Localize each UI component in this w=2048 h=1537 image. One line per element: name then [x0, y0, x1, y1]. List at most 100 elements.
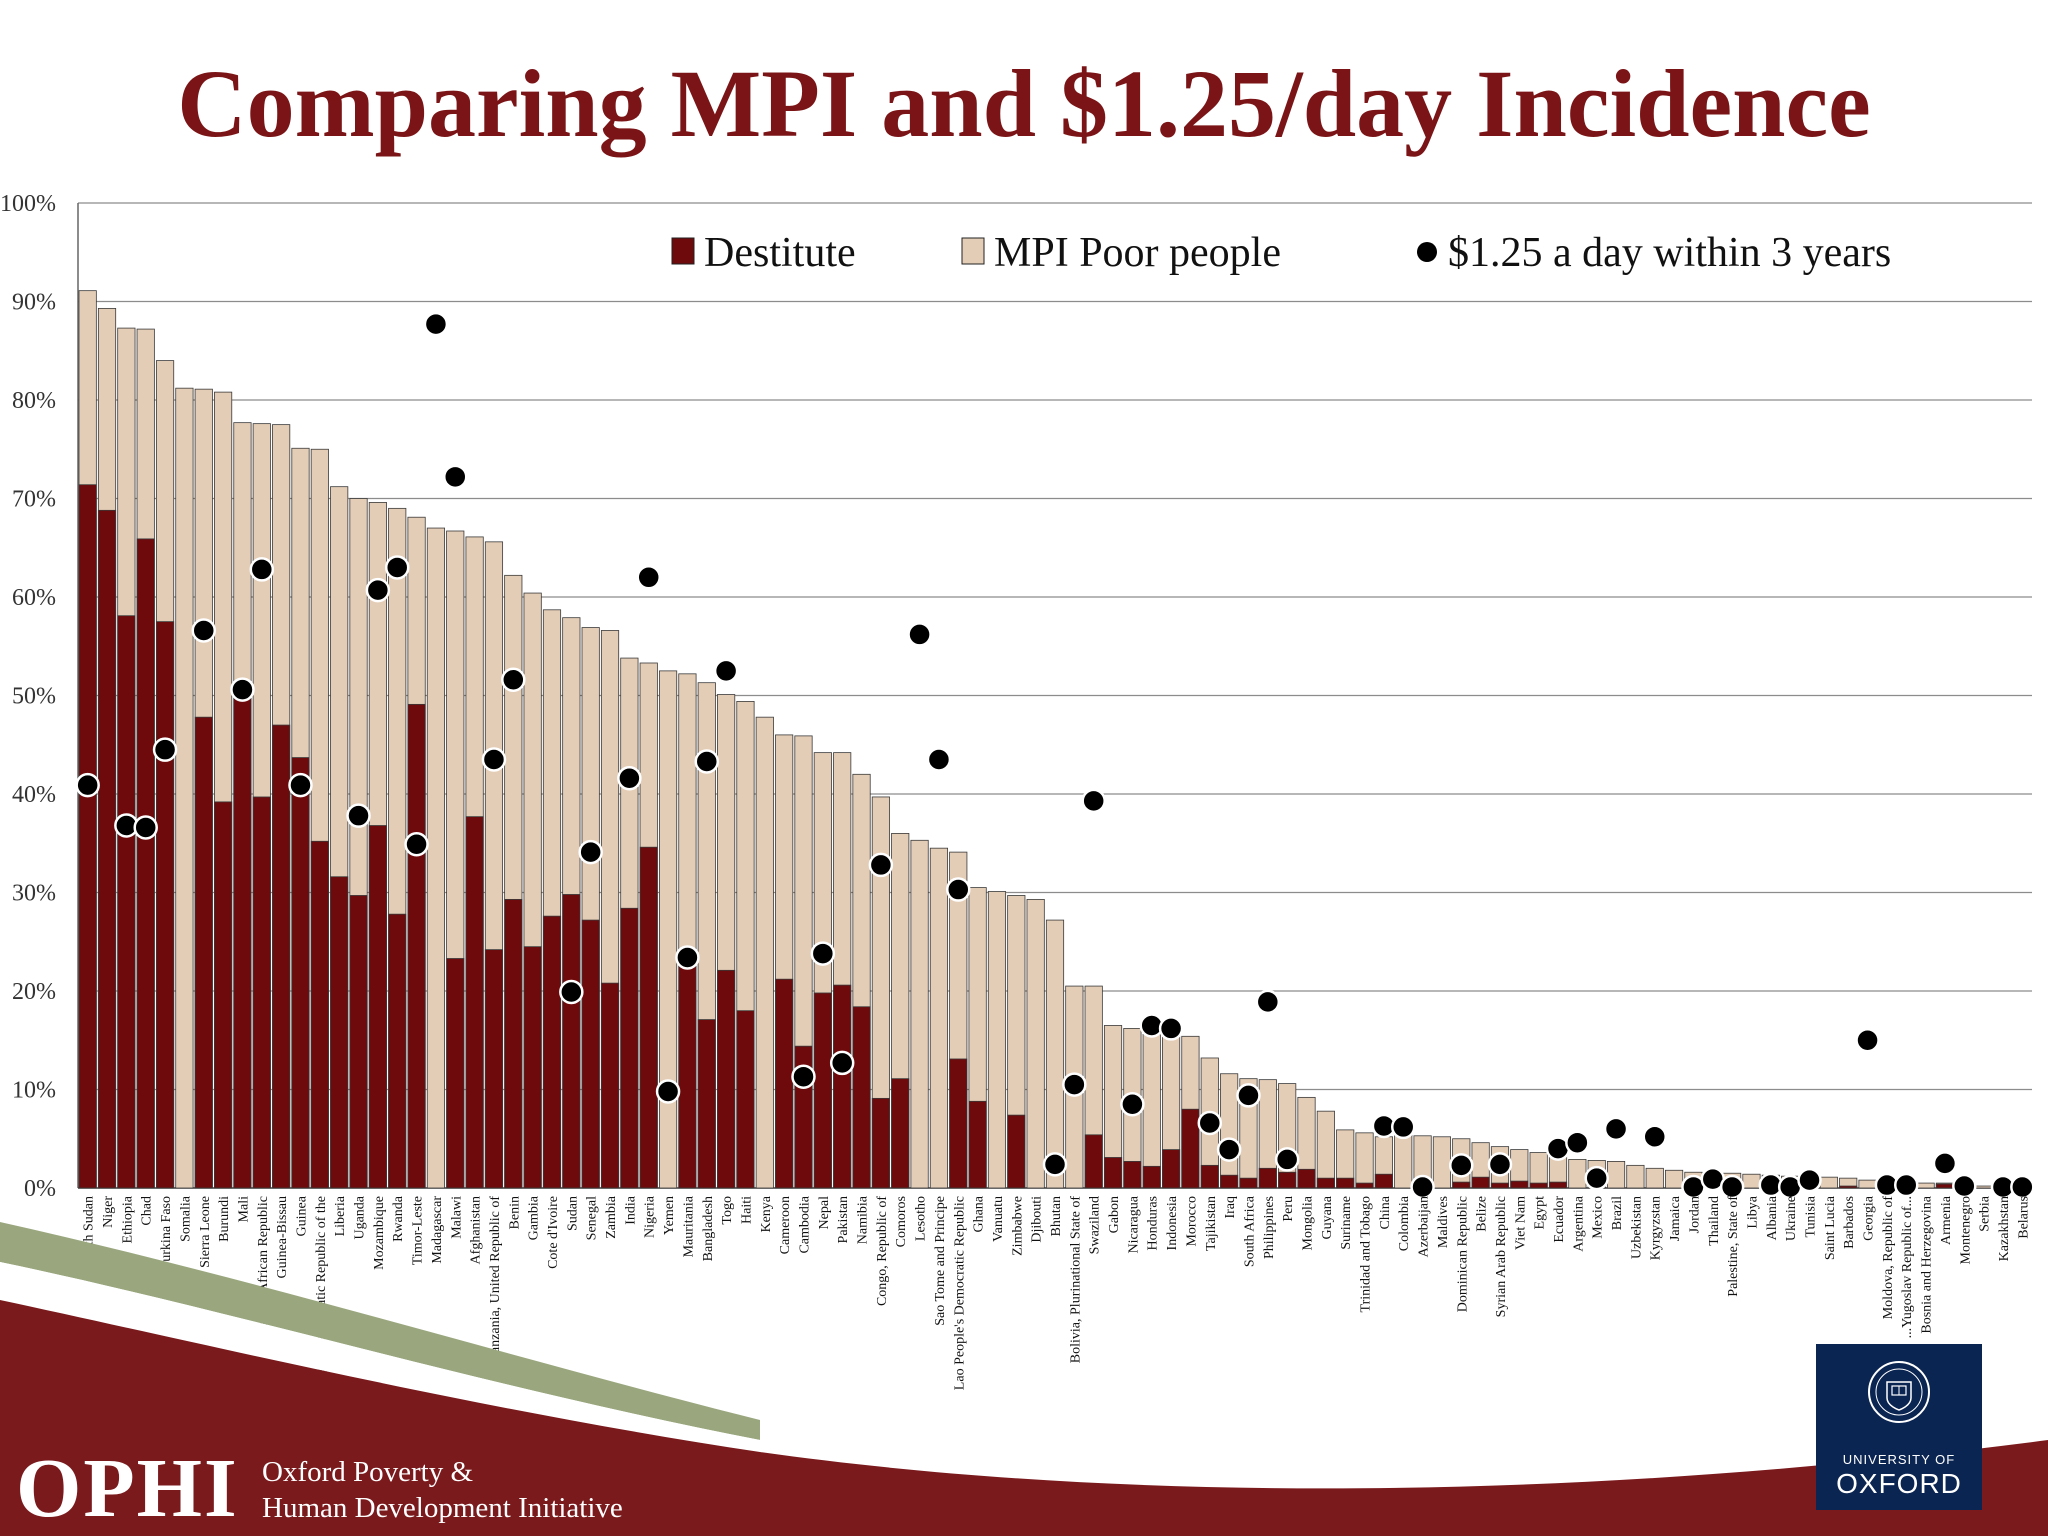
mpi-poor-bar [1045, 919, 1065, 1189]
country-label: Albania [1765, 1195, 1780, 1240]
country-label: Comoros [894, 1196, 909, 1247]
country-label: Argentina [1571, 1195, 1586, 1252]
dollar-a-day-marker [617, 765, 642, 791]
dollar-a-day-marker [1565, 1130, 1590, 1155]
mpi-poor-bar [910, 839, 929, 1189]
mpi-poor-bar [929, 847, 948, 1189]
mpi-poor-bar [1355, 1132, 1374, 1189]
country-label: Madagascar [430, 1196, 445, 1264]
country-label: Bangladesh [701, 1196, 716, 1261]
country-label: Indonesia [1165, 1195, 1180, 1250]
destitute-bar [1239, 1177, 1258, 1189]
destitute-bar [136, 538, 155, 1189]
destitute-bar [678, 956, 697, 1189]
country-label: Chad [140, 1196, 155, 1226]
country-label: Bhutan [1049, 1196, 1064, 1236]
ophi-name-line2: Human Development Initiative [262, 1492, 623, 1524]
destitute-bar [214, 801, 233, 1189]
destitute-bar [1278, 1171, 1297, 1189]
country-label: Namibia [856, 1195, 871, 1244]
country-label: Vanuatu [991, 1196, 1006, 1242]
legend-label: $1.25 a day within 3 years [1448, 230, 1891, 276]
country-label: Sudan [565, 1196, 580, 1231]
destitute-bar [1839, 1185, 1858, 1189]
destitute-bar [1490, 1182, 1510, 1189]
destitute-bar [562, 894, 581, 1189]
country-label: Ethiopia [120, 1195, 135, 1243]
legend-swatch [961, 237, 985, 265]
country-label: Timor-Leste [411, 1196, 426, 1265]
dollar-a-day-marker [926, 747, 952, 772]
country-label: Honduras [1146, 1196, 1161, 1250]
country-label: Liberia [333, 1195, 348, 1236]
country-label: Swaziland [1088, 1196, 1103, 1254]
country-label: Afghanistan [469, 1196, 484, 1264]
mpi-poor-bar [1606, 1161, 1626, 1189]
country-label: Nepal [817, 1196, 832, 1230]
destitute-bar [272, 724, 291, 1189]
country-label: Barbados [1842, 1196, 1857, 1249]
mpi-poor-bar [1858, 1179, 1877, 1189]
country-label: Guinea [294, 1195, 309, 1236]
mpi-poor-bar [1432, 1136, 1452, 1189]
destitute-bar [1103, 1157, 1123, 1189]
country-label: Belize [1475, 1196, 1490, 1232]
dollar-a-day-marker [1216, 1137, 1242, 1162]
dollar-a-day-marker [675, 945, 700, 970]
country-label: Georgia [1862, 1195, 1877, 1241]
mpi-poor-bar [1665, 1169, 1684, 1189]
country-label: Armenia [1939, 1195, 1954, 1245]
country-label: India [623, 1195, 638, 1225]
destitute-bar [252, 796, 271, 1189]
destitute-bar [581, 919, 600, 1189]
country-label: Kazakhstan [1997, 1196, 2012, 1261]
country-label: Viet Nam [1513, 1196, 1528, 1250]
dollar-a-day-marker [1603, 1116, 1629, 1142]
mpi-poor-bar [1220, 1073, 1239, 1189]
country-label: South Sudan [82, 1196, 97, 1267]
mpi-poor-bar [1974, 1185, 1993, 1189]
destitute-bar [871, 1097, 890, 1189]
dollar-a-day-marker [907, 622, 932, 647]
country-label: Burundi [217, 1196, 232, 1242]
dollar-a-day-marker [1390, 1114, 1416, 1140]
dollar-a-day-marker [1855, 1028, 1880, 1053]
country-label: Peru [1281, 1196, 1296, 1222]
destitute-bar [117, 615, 136, 1189]
dollar-a-day-marker [288, 772, 313, 798]
legend-label: MPI Poor people [994, 230, 1281, 276]
legend-swatch [671, 237, 695, 265]
destitute-bar [775, 978, 794, 1189]
destitute-bar [639, 846, 658, 1189]
country-label: Nigeria [643, 1195, 658, 1238]
destitute-bar [233, 690, 252, 1189]
country-label: Zimbabwe [1010, 1196, 1025, 1256]
country-label: Colombia [1397, 1195, 1412, 1251]
destitute-bar [1336, 1177, 1355, 1189]
country-label: Togo [720, 1196, 735, 1225]
country-label: Maldives [1436, 1196, 1451, 1248]
country-label: Lao People's Democratic Republic [952, 1196, 967, 1390]
country-label: Ukraine [1784, 1196, 1799, 1241]
country-label: Cote d'Ivoire [546, 1196, 561, 1269]
country-label: Moldova, Republic of [1881, 1196, 1896, 1320]
country-label: Sierra Leone [198, 1196, 213, 1268]
country-label: Zambia [604, 1195, 619, 1239]
dollar-a-day-marker [443, 464, 468, 490]
mpi-poor-bar [1742, 1173, 1761, 1189]
dollar-a-day-marker [1062, 1072, 1087, 1097]
oxford-logo-big-text: OXFORD [1836, 1468, 1962, 1499]
country-label: ...Yugoslav Republic of... [1900, 1196, 1915, 1338]
y-tick-label: 20% [12, 979, 56, 1005]
dollar-a-day-marker [1932, 1151, 1958, 1176]
destitute-bar [1084, 1134, 1103, 1189]
destitute-bar [620, 907, 639, 1189]
dollar-a-day-marker [1952, 1173, 1977, 1199]
mpi-poor-bar [1026, 898, 1045, 1189]
dollar-a-day-marker [694, 749, 720, 774]
country-label: Guinea-Bissau [275, 1196, 290, 1278]
dollar-a-day-marker [423, 311, 449, 337]
mpi-poor-bar [1316, 1110, 1335, 1189]
dollar-a-day-marker [1410, 1174, 1435, 1200]
